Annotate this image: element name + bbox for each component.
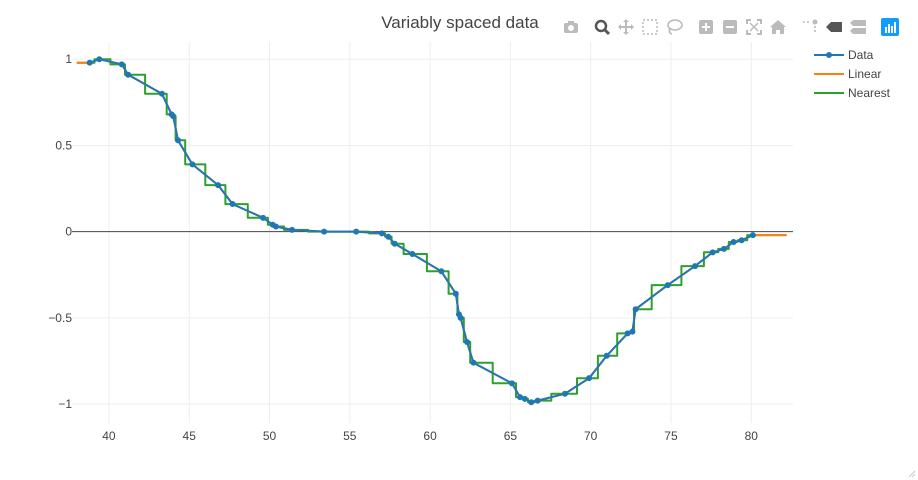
camera-icon xyxy=(564,21,578,33)
x-axis-ticks: 40 45 50 55 60 65 70 75 80 xyxy=(102,429,758,443)
hover-compare-button[interactable] xyxy=(847,16,869,38)
x-tick-label: 55 xyxy=(343,429,357,443)
y-tick-label: 0.5 xyxy=(55,138,72,152)
gridlines xyxy=(72,42,793,423)
data-point[interactable] xyxy=(378,230,385,237)
data-point[interactable] xyxy=(391,240,398,247)
box-select-icon xyxy=(642,19,658,35)
legend-label: Nearest xyxy=(848,86,891,100)
spike-lines-button[interactable] xyxy=(799,16,821,38)
zoom-out-icon xyxy=(723,20,737,34)
resize-grip-icon[interactable] xyxy=(908,470,916,478)
legend-item-data[interactable]: Data xyxy=(814,48,874,62)
series-line-nearest[interactable] xyxy=(76,58,787,404)
camera-button[interactable] xyxy=(560,16,582,38)
data-point[interactable] xyxy=(517,394,524,401)
data-point[interactable] xyxy=(508,380,515,387)
data-point[interactable] xyxy=(730,238,737,245)
spike-lines-icon xyxy=(803,19,818,34)
data-point[interactable] xyxy=(409,251,416,258)
data-point[interactable] xyxy=(86,59,93,66)
data-point[interactable] xyxy=(215,182,222,189)
data-point[interactable] xyxy=(118,61,125,68)
x-tick-label: 65 xyxy=(504,429,518,443)
legend[interactable]: Data Linear Nearest xyxy=(814,48,891,100)
box-select-button[interactable] xyxy=(639,16,661,38)
plotly-logo-button[interactable] xyxy=(879,16,901,38)
x-tick-label: 40 xyxy=(102,429,116,443)
data-point[interactable] xyxy=(260,214,267,221)
data-point[interactable] xyxy=(720,245,727,252)
chart-title: Variably spaced data xyxy=(381,13,539,32)
data-point[interactable] xyxy=(189,161,196,168)
data-point[interactable] xyxy=(709,249,716,256)
x-tick-label: 70 xyxy=(584,429,598,443)
data-point[interactable] xyxy=(749,232,756,239)
data-point[interactable] xyxy=(321,228,328,235)
lasso-select-icon xyxy=(667,19,683,35)
data-point[interactable] xyxy=(174,137,181,144)
legend-marker xyxy=(826,52,832,58)
plot-traces[interactable] xyxy=(76,56,787,406)
zoom-in-icon xyxy=(699,20,713,34)
legend-label: Linear xyxy=(848,67,881,81)
x-tick-label: 45 xyxy=(183,429,197,443)
data-point[interactable] xyxy=(534,397,541,404)
data-point[interactable] xyxy=(603,352,610,359)
autoscale-icon xyxy=(746,19,762,35)
x-tick-label: 80 xyxy=(745,429,759,443)
data-point[interactable] xyxy=(438,268,445,275)
zoom-out-button[interactable] xyxy=(719,16,741,38)
pan-button[interactable] xyxy=(615,16,637,38)
data-point[interactable] xyxy=(586,375,593,382)
home-button[interactable] xyxy=(767,16,789,38)
data-point[interactable] xyxy=(470,359,477,366)
data-point[interactable] xyxy=(624,330,631,337)
data-point[interactable] xyxy=(385,233,392,240)
legend-item-nearest[interactable]: Nearest xyxy=(814,86,891,100)
data-point[interactable] xyxy=(288,226,295,233)
legend-label: Data xyxy=(848,48,874,62)
data-point[interactable] xyxy=(632,306,639,313)
series-line-linear[interactable] xyxy=(76,58,787,404)
data-point[interactable] xyxy=(528,399,535,406)
x-tick-label: 50 xyxy=(263,429,277,443)
plotly-logo-icon xyxy=(881,18,899,36)
data-point[interactable] xyxy=(738,237,745,244)
data-point[interactable] xyxy=(521,395,528,402)
data-point[interactable] xyxy=(452,290,459,297)
pan-icon xyxy=(618,19,634,35)
hover-closest-icon xyxy=(826,22,842,32)
data-point[interactable] xyxy=(664,282,671,289)
data-point[interactable] xyxy=(170,113,177,120)
data-point[interactable] xyxy=(457,314,464,321)
zoom-button[interactable] xyxy=(591,16,613,38)
zoom-icon xyxy=(594,19,611,36)
data-point[interactable] xyxy=(464,338,471,345)
data-point[interactable] xyxy=(125,71,132,78)
data-point[interactable] xyxy=(692,263,699,270)
zoom-in-button[interactable] xyxy=(695,16,717,38)
home-icon xyxy=(770,20,786,34)
data-point[interactable] xyxy=(629,328,636,335)
x-tick-label: 75 xyxy=(664,429,678,443)
data-point[interactable] xyxy=(96,56,103,63)
y-tick-label: −1 xyxy=(58,397,72,411)
legend-item-linear[interactable]: Linear xyxy=(814,67,881,81)
y-tick-label: 1 xyxy=(65,52,72,66)
data-point[interactable] xyxy=(158,90,165,97)
y-tick-label: 0 xyxy=(65,225,72,239)
x-tick-label: 60 xyxy=(423,429,437,443)
data-point[interactable] xyxy=(561,390,568,397)
data-point[interactable] xyxy=(353,228,360,235)
y-axis-ticks: 1 0.5 0 −0.5 −1 xyxy=(48,52,72,411)
hover-closest-button[interactable] xyxy=(823,16,845,38)
lasso-select-button[interactable] xyxy=(663,16,685,38)
data-point[interactable] xyxy=(272,223,279,230)
y-tick-label: −0.5 xyxy=(48,311,72,325)
hover-compare-icon xyxy=(850,20,866,34)
autoscale-button[interactable] xyxy=(743,16,765,38)
data-point[interactable] xyxy=(229,201,236,208)
